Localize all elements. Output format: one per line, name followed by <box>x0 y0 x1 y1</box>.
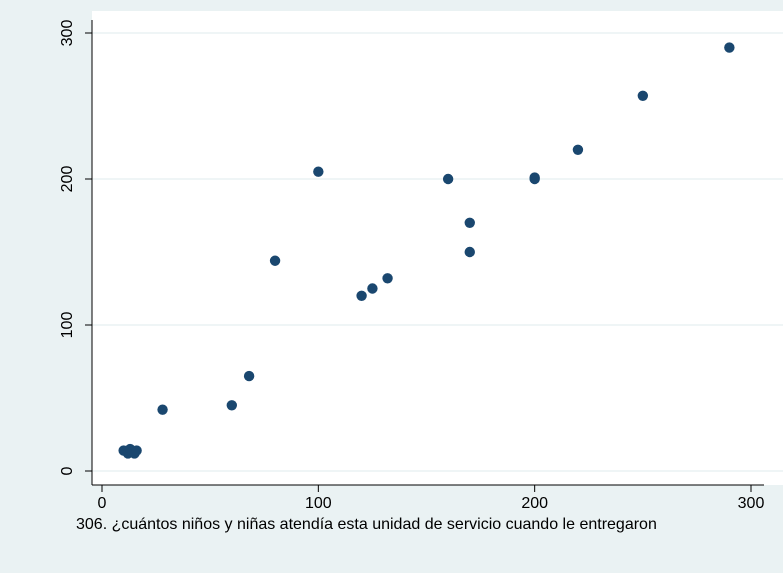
data-point <box>464 217 475 228</box>
data-point <box>367 283 378 294</box>
data-point <box>572 144 584 155</box>
x-axis-label: 306. ¿cuántos niños y niñas atendía esta… <box>76 516 657 533</box>
data-point <box>131 445 142 456</box>
data-points <box>118 42 735 459</box>
x-axis-ticks: 0 100 200 300 <box>98 485 765 512</box>
y-tick-label-100: 100 <box>59 312 76 339</box>
y-tick-label-0: 0 <box>59 466 76 475</box>
data-point <box>269 255 281 266</box>
data-point <box>356 290 367 301</box>
x-tick-label-300: 300 <box>738 495 765 512</box>
x-tick-label-100: 100 <box>305 495 332 512</box>
data-point <box>464 246 475 258</box>
data-point <box>637 90 649 101</box>
data-point <box>157 404 168 415</box>
data-point <box>313 166 324 177</box>
y-tick-label-200: 200 <box>59 166 76 193</box>
y-tick-label-300: 300 <box>59 20 76 47</box>
data-point <box>226 400 237 411</box>
data-point <box>243 370 255 382</box>
data-point <box>382 273 393 284</box>
x-tick-label-0: 0 <box>98 495 107 512</box>
y-axis-ticks: 0 100 200 300 <box>59 20 92 475</box>
grid-lines <box>92 32 783 472</box>
x-tick-label-200: 200 <box>521 495 548 512</box>
data-point <box>529 172 540 183</box>
data-point <box>724 42 735 53</box>
data-point <box>442 173 454 185</box>
plot-area-background <box>92 11 783 485</box>
